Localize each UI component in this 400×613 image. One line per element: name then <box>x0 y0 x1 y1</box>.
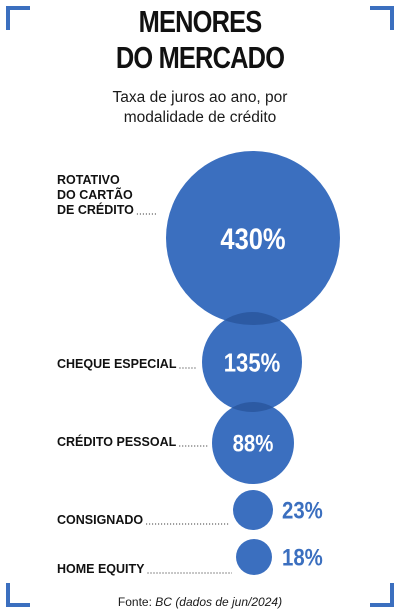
source-date: (dados de jun/2024) <box>175 595 283 609</box>
value-label-2: 88% <box>233 430 274 457</box>
bubble-4 <box>236 539 272 575</box>
category-label-3-0: CONSIGNADO <box>57 513 143 527</box>
bubble-1 <box>202 312 302 412</box>
category-label-0-2: DE CRÉDITO <box>57 202 134 217</box>
bubble-0 <box>166 151 340 325</box>
bubble-2 <box>212 402 294 484</box>
category-label-2-0: CRÉDITO PESSOAL <box>57 434 177 449</box>
corner-top-left <box>6 6 30 30</box>
category-label-0-1: DO CARTÃO <box>57 187 133 202</box>
value-label-3: 23% <box>282 497 323 524</box>
source-name: BC <box>155 595 172 609</box>
corner-top-right <box>370 6 394 30</box>
subtitle-line-2: modalidade de crédito <box>123 109 277 126</box>
value-label-1: 135% <box>224 349 280 378</box>
category-label-4-0: HOME EQUITY <box>57 562 145 576</box>
title-line-1: MENORES <box>138 4 263 39</box>
chart-title: MENORES DO MERCADO <box>36 4 364 76</box>
corner-bottom-left <box>6 583 30 607</box>
bubble-3 <box>233 490 273 530</box>
subtitle-line-1: Taxa de juros ao ano, por <box>112 89 288 106</box>
chart-subtitle: Taxa de juros ao ano, por modalidade de … <box>0 88 400 128</box>
value-label-4: 18% <box>282 544 323 571</box>
title-line-2: DO MERCADO <box>115 40 285 75</box>
value-label-0: 430% <box>220 222 285 255</box>
category-label-0-0: ROTATIVO <box>57 173 120 187</box>
source-prefix: Fonte: <box>117 595 152 609</box>
category-label-1-0: CHEQUE ESPECIAL <box>57 357 177 371</box>
source-note: Fonte: BC (dados de jun/2024) <box>0 595 400 609</box>
corner-bottom-right <box>370 583 394 607</box>
